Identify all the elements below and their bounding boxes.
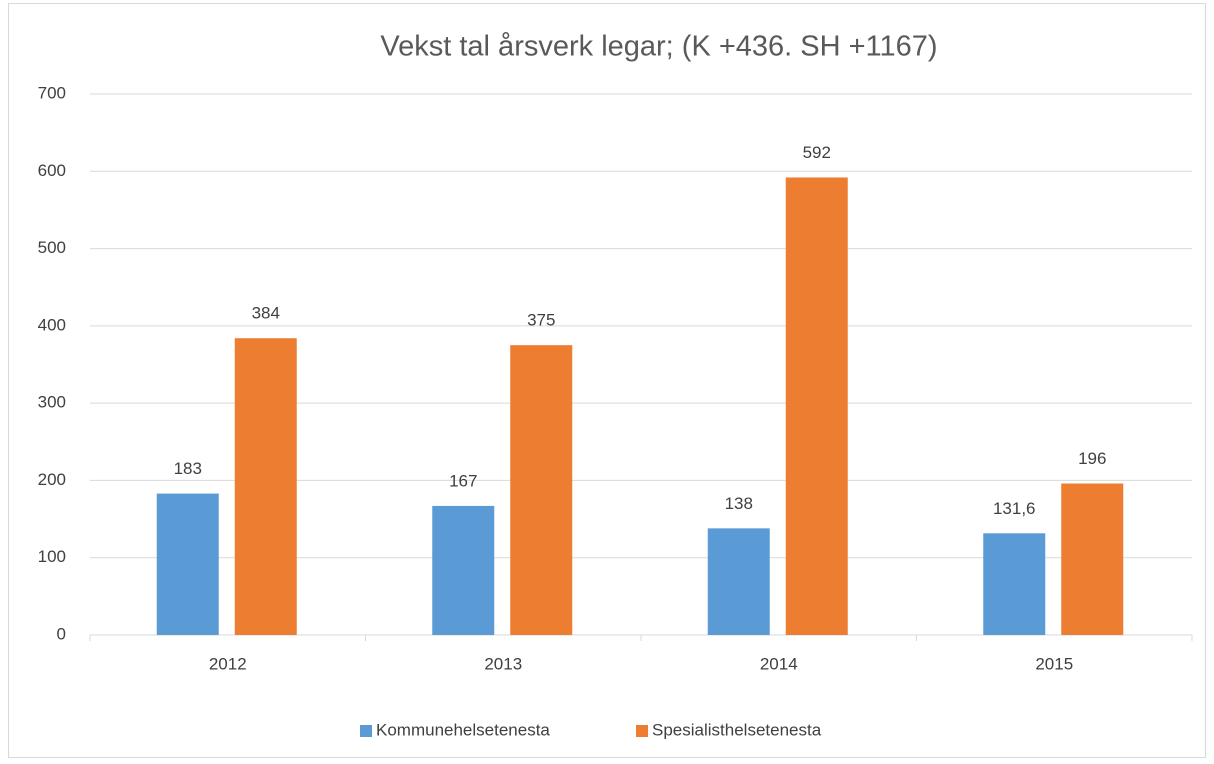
bar bbox=[1061, 483, 1124, 635]
bar bbox=[785, 177, 848, 635]
chart-title: Vekst tal årsverk legar; (K +436. SH +11… bbox=[380, 31, 937, 63]
bar bbox=[432, 505, 495, 635]
y-tick-label: 100 bbox=[38, 547, 66, 566]
y-tick-label: 700 bbox=[38, 83, 66, 102]
bar bbox=[707, 528, 770, 635]
y-tick-label: 200 bbox=[38, 470, 66, 489]
bar bbox=[983, 533, 1046, 635]
data-label: 167 bbox=[449, 471, 477, 490]
legend-label: Spesialisthelsetenesta bbox=[652, 720, 822, 739]
data-label: 183 bbox=[174, 459, 202, 478]
data-label: 384 bbox=[252, 304, 280, 323]
data-label: 138 bbox=[725, 494, 753, 513]
data-label: 196 bbox=[1078, 449, 1106, 468]
x-tick-label: 2014 bbox=[760, 654, 798, 673]
legend-label: Kommunehelsetenesta bbox=[376, 720, 550, 739]
data-label: 592 bbox=[803, 143, 831, 162]
data-label: 375 bbox=[527, 311, 555, 330]
x-tick-label: 2013 bbox=[484, 654, 522, 673]
legend-swatch bbox=[636, 725, 648, 737]
x-tick-label: 2012 bbox=[209, 654, 247, 673]
y-tick-label: 400 bbox=[38, 315, 66, 334]
legend-swatch bbox=[360, 725, 372, 737]
chart-border bbox=[8, 3, 1206, 758]
y-tick-label: 600 bbox=[38, 161, 66, 180]
y-tick-label: 300 bbox=[38, 393, 66, 412]
bar bbox=[234, 338, 297, 635]
bar bbox=[156, 493, 219, 635]
data-label: 131,6 bbox=[993, 499, 1036, 518]
y-tick-label: 500 bbox=[38, 238, 66, 257]
x-tick-label: 2015 bbox=[1035, 654, 1073, 673]
y-tick-label: 0 bbox=[57, 624, 66, 643]
bar bbox=[510, 345, 573, 635]
